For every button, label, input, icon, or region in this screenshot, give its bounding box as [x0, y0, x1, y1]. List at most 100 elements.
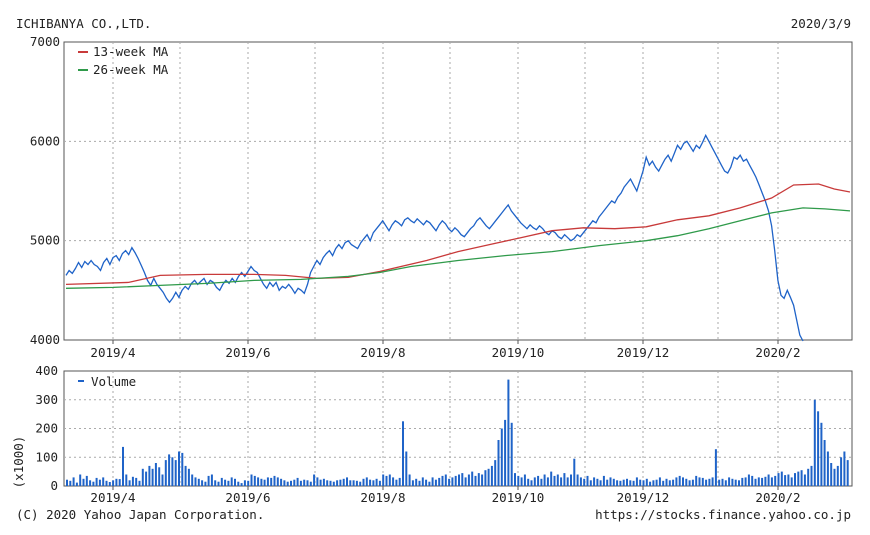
volume-bar: [682, 477, 684, 486]
volume-bar: [609, 477, 612, 486]
volume-bar: [191, 474, 194, 486]
volume-bar: [810, 465, 813, 486]
price-x-tick-label: 2019/10: [492, 345, 545, 360]
volume-y-tick-label: 400: [35, 363, 58, 378]
volume-bar: [514, 473, 516, 486]
volume-bar: [161, 474, 164, 486]
price-x-tick-label: 2020/2: [755, 345, 800, 360]
volume-bar: [135, 477, 138, 486]
volume-x-tick-label: 2019/8: [360, 490, 405, 505]
volume-bar: [467, 474, 470, 486]
volume-bar: [346, 477, 348, 486]
volume-bar: [563, 473, 566, 486]
volume-bar: [728, 477, 731, 486]
volume-bar: [711, 477, 714, 486]
volume-bar: [803, 474, 806, 486]
price-x-tick-label: 2019/4: [90, 345, 135, 360]
volume-bar: [105, 480, 108, 486]
volume-bar: [678, 475, 681, 486]
volume-bar: [504, 419, 507, 486]
volume-bar: [306, 480, 309, 487]
volume-bar: [714, 449, 717, 486]
volume-bar: [738, 480, 740, 487]
volume-bar: [718, 479, 721, 486]
volume-bar: [836, 465, 839, 486]
volume-bar: [319, 479, 322, 486]
volume-bar: [201, 480, 204, 487]
volume-bar: [405, 451, 408, 486]
volume-bar: [171, 457, 174, 487]
volume-bar: [705, 479, 708, 486]
price-y-tick-label: 5000: [30, 233, 60, 248]
volume-bar: [355, 480, 358, 486]
volume-bar: [721, 478, 724, 486]
volume-bar: [665, 478, 668, 486]
volume-bar: [434, 479, 437, 486]
volume-bar: [69, 480, 72, 486]
volume-bar: [461, 473, 464, 486]
volume-bar: [441, 475, 444, 486]
volume-bar: [790, 477, 793, 486]
volume-bar: [122, 446, 124, 486]
volume-x-tick-label: 2019/10: [492, 490, 545, 505]
volume-bar: [688, 480, 691, 487]
volume-bar: [675, 477, 678, 486]
volume-x-tick-label: 2019/12: [617, 490, 670, 505]
volume-bar: [148, 465, 151, 486]
volume-bar: [635, 477, 638, 486]
volume-bar: [194, 477, 197, 486]
volume-bar: [464, 477, 467, 486]
volume-bar: [639, 479, 642, 486]
volume-bar: [477, 473, 480, 486]
volume-bar: [494, 460, 497, 486]
volume-bar: [214, 480, 217, 487]
volume-bar: [701, 477, 704, 486]
volume-bar: [668, 480, 671, 487]
volume-bar: [767, 474, 770, 486]
price-line: [65, 133, 804, 342]
volume-bar: [220, 477, 223, 486]
volume-bar: [520, 477, 523, 486]
volume-panel: 0 100 200 300 400 (x1000) 2019/4 2019/6 2019/8 20…: [11, 363, 853, 505]
volume-bar: [744, 477, 747, 486]
volume-bar: [395, 479, 398, 486]
volume-bar: [533, 477, 536, 486]
volume-bar: [695, 475, 698, 486]
volume-bar: [263, 479, 266, 486]
volume-bar: [807, 468, 810, 487]
volume-bar: [227, 480, 230, 486]
volume-bar: [616, 480, 619, 487]
volume-bar: [747, 474, 750, 486]
volume-bar: [138, 480, 141, 486]
volume-bar: [458, 474, 460, 486]
volume-bar: [846, 460, 849, 486]
price-y-tick-label: 7000: [30, 34, 60, 49]
volume-bar: [632, 480, 635, 486]
volume-bar: [754, 478, 757, 486]
volume-bar: [448, 478, 451, 486]
volume-bar: [92, 481, 95, 486]
volume-bar: [691, 479, 694, 486]
volume-bar: [326, 480, 329, 487]
volume-bar: [293, 479, 296, 486]
volume-bar: [365, 477, 368, 486]
volume-bar: [296, 477, 299, 486]
volume-bar: [313, 474, 316, 486]
volume-bar: [550, 471, 553, 486]
source-url[interactable]: https://stocks.finance.yahoo.co.jp: [595, 507, 851, 522]
volume-bar: [115, 478, 118, 486]
volume-bar: [540, 478, 543, 486]
price-x-tick-label: 2019/8: [360, 345, 405, 360]
volume-bar: [128, 480, 131, 487]
volume-bar: [217, 481, 220, 486]
volume-bar: [303, 479, 306, 486]
volume-bar: [336, 480, 339, 487]
volume-bar: [316, 477, 319, 486]
volume-bar: [761, 477, 764, 486]
volume-bar: [658, 477, 661, 486]
volume-bar: [619, 480, 622, 486]
volume-bar: [415, 478, 418, 486]
volume-bar: [490, 465, 493, 486]
price-x-tick-label: 2019/12: [617, 345, 670, 360]
